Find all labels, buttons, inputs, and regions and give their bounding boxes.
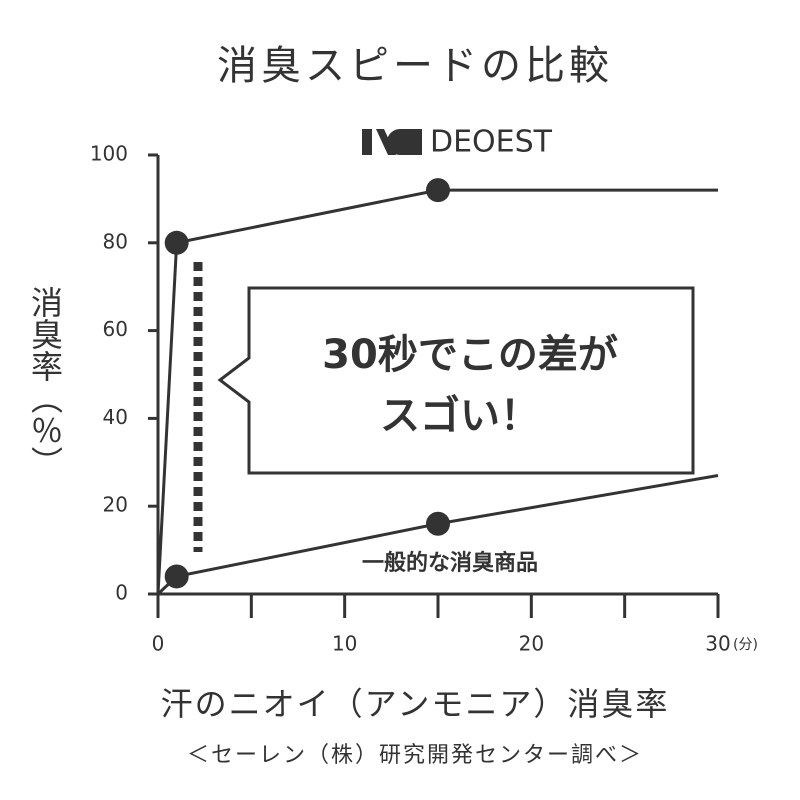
data-point xyxy=(164,564,189,589)
x-tick-label: 30 xyxy=(705,632,730,656)
data-point xyxy=(164,230,189,255)
callout-text: スゴい！ xyxy=(380,393,540,439)
y-tick-label: 20 xyxy=(103,493,128,517)
x-tick-label: 20 xyxy=(519,632,544,656)
series-line xyxy=(156,188,718,595)
y-tick-label: 60 xyxy=(103,317,128,341)
legend-label: DEOEST xyxy=(430,125,553,160)
brand-logo xyxy=(362,129,422,155)
y-tick-label: 80 xyxy=(103,229,128,253)
chart-title: 消臭スピードの比較 xyxy=(217,43,613,89)
y-tick-label: 40 xyxy=(103,405,128,429)
callout-box xyxy=(217,286,695,475)
x-tick-label: 0 xyxy=(152,632,165,656)
series-line xyxy=(156,473,719,596)
x-axis-label: 汗のニオイ（アンモニア）消臭率 xyxy=(161,685,670,723)
y-axis-label: 消臭率（％） xyxy=(26,286,64,478)
y-tick-label: 100 xyxy=(90,142,128,166)
x-unit: (分) xyxy=(733,637,758,653)
data-point xyxy=(426,511,450,536)
legend-label: 一般的な消臭商品 xyxy=(362,550,538,576)
callout-text: 30秒でこの差が xyxy=(322,332,618,378)
data-point xyxy=(426,178,450,203)
source-note: ＜セーレン（株）研究開発センター調べ＞ xyxy=(187,743,643,768)
x-tick-label: 10 xyxy=(332,632,357,656)
y-tick-label: 0 xyxy=(115,581,128,605)
